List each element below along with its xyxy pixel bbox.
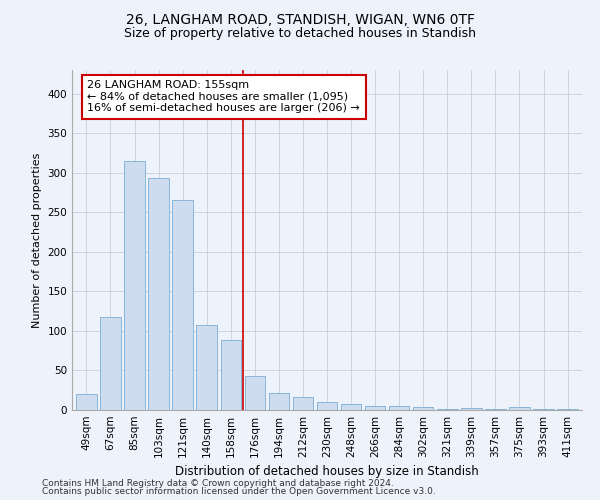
Bar bbox=[509, 407, 530, 410]
Bar bbox=[389, 406, 409, 410]
Bar bbox=[533, 409, 554, 410]
Text: Contains public sector information licensed under the Open Government Licence v3: Contains public sector information licen… bbox=[42, 487, 436, 496]
Bar bbox=[100, 316, 121, 410]
Bar bbox=[557, 409, 578, 410]
Bar bbox=[437, 409, 458, 410]
Bar bbox=[245, 376, 265, 410]
Bar bbox=[317, 402, 337, 410]
Text: 26 LANGHAM ROAD: 155sqm
← 84% of detached houses are smaller (1,095)
16% of semi: 26 LANGHAM ROAD: 155sqm ← 84% of detache… bbox=[88, 80, 360, 114]
Y-axis label: Number of detached properties: Number of detached properties bbox=[32, 152, 42, 328]
X-axis label: Distribution of detached houses by size in Standish: Distribution of detached houses by size … bbox=[175, 466, 479, 478]
Text: Contains HM Land Registry data © Crown copyright and database right 2024.: Contains HM Land Registry data © Crown c… bbox=[42, 478, 394, 488]
Text: Size of property relative to detached houses in Standish: Size of property relative to detached ho… bbox=[124, 28, 476, 40]
Text: 26, LANGHAM ROAD, STANDISH, WIGAN, WN6 0TF: 26, LANGHAM ROAD, STANDISH, WIGAN, WN6 0… bbox=[125, 12, 475, 26]
Bar bbox=[124, 161, 145, 410]
Bar bbox=[413, 407, 433, 410]
Bar bbox=[485, 409, 506, 410]
Bar bbox=[461, 408, 482, 410]
Bar bbox=[365, 406, 385, 410]
Bar bbox=[293, 398, 313, 410]
Bar bbox=[341, 404, 361, 410]
Bar bbox=[172, 200, 193, 410]
Bar bbox=[269, 392, 289, 410]
Bar bbox=[76, 394, 97, 410]
Bar bbox=[221, 340, 241, 410]
Bar bbox=[148, 178, 169, 410]
Bar bbox=[196, 324, 217, 410]
